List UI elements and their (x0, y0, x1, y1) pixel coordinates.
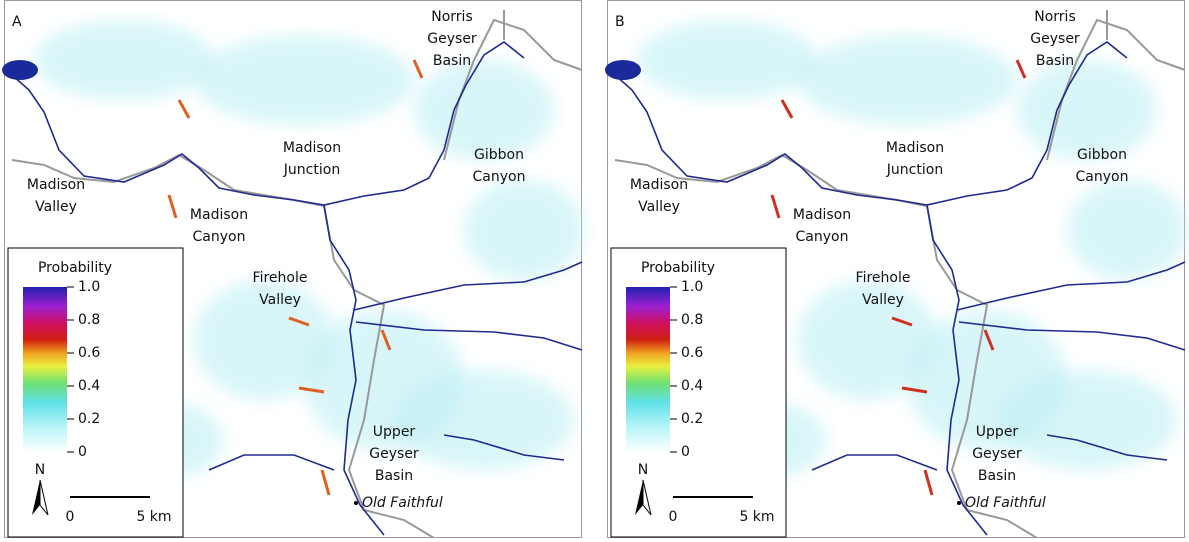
place-label: Geyser (427, 31, 477, 47)
place-label: Basin (375, 468, 413, 484)
tick-label: 1.0 (78, 279, 100, 295)
place-label: Norris (1034, 9, 1076, 25)
legend-title: Probability (38, 260, 112, 276)
probability-field (34, 20, 214, 100)
figure: A Norris Geyser Basin Madison Junction Gibbon C… (0, 0, 1189, 538)
landmark-dot (957, 501, 961, 505)
probability-field (1017, 60, 1157, 160)
place-label: Basin (978, 468, 1016, 484)
place-label: Junction (283, 162, 340, 178)
tick-label: 0 (78, 444, 87, 460)
place-label: Gibbon (474, 147, 524, 163)
panel-letter: A (12, 14, 22, 30)
color-bar (23, 287, 67, 452)
place-label: Valley (638, 199, 680, 215)
place-label: Canyon (1076, 169, 1129, 185)
probability-field (394, 370, 574, 470)
map-panel: B Norris Geyser Basin Madison Junction Gibbon C… (605, 1, 1187, 539)
scale-label: 5 km (739, 509, 774, 525)
north-label: N (638, 462, 648, 478)
tick-label: 0.8 (78, 312, 100, 328)
place-label: Norris (431, 9, 473, 25)
tick-label: 0.4 (681, 378, 703, 394)
tick-label: 1.0 (681, 279, 703, 295)
lake (2, 60, 38, 80)
scale-label: 5 km (136, 509, 171, 525)
map-panel: A Norris Geyser Basin Madison Junction Gibbon C… (2, 1, 584, 539)
place-label: Madison (283, 140, 341, 156)
probability-field (194, 35, 414, 125)
lake (605, 60, 641, 80)
place-label: Valley (259, 292, 301, 308)
place-label: Basin (1036, 53, 1074, 69)
probability-field (637, 20, 817, 100)
landmark-dot (354, 501, 358, 505)
probability-field (1067, 180, 1187, 280)
place-label: Firehole (856, 270, 911, 286)
place-label: Geyser (972, 446, 1022, 462)
place-label: Geyser (1030, 31, 1080, 47)
place-label: Canyon (193, 229, 246, 245)
landmark-label: Old Faithful (965, 495, 1046, 511)
place-label: Canyon (473, 169, 526, 185)
place-label: Upper (976, 424, 1019, 440)
place-label: Firehole (253, 270, 308, 286)
legend-title: Probability (641, 260, 715, 276)
tick-label: 0 (681, 444, 690, 460)
place-label: Valley (862, 292, 904, 308)
place-label: Madison (793, 207, 851, 223)
place-label: Upper (373, 424, 416, 440)
north-label: N (35, 462, 45, 478)
place-label: Madison (27, 177, 85, 193)
panel-letter: B (615, 14, 625, 30)
tick-label: 0.6 (681, 345, 703, 361)
place-label: Madison (886, 140, 944, 156)
scale-label: 0 (669, 509, 678, 525)
tick-label: 0.2 (78, 411, 100, 427)
probability-field (997, 370, 1177, 470)
place-label: Canyon (796, 229, 849, 245)
place-label: Basin (433, 53, 471, 69)
place-label: Valley (35, 199, 77, 215)
place-label: Gibbon (1077, 147, 1127, 163)
place-label: Madison (630, 177, 688, 193)
tick-label: 0.8 (681, 312, 703, 328)
tick-label: 0.2 (681, 411, 703, 427)
place-label: Madison (190, 207, 248, 223)
probability-field (464, 180, 584, 280)
place-label: Junction (886, 162, 943, 178)
tick-label: 0.4 (78, 378, 100, 394)
landmark-label: Old Faithful (362, 495, 443, 511)
probability-field (797, 35, 1017, 125)
place-label: Geyser (369, 446, 419, 462)
probability-field (414, 60, 554, 160)
scale-label: 0 (66, 509, 75, 525)
color-bar (626, 287, 670, 452)
tick-label: 0.6 (78, 345, 100, 361)
